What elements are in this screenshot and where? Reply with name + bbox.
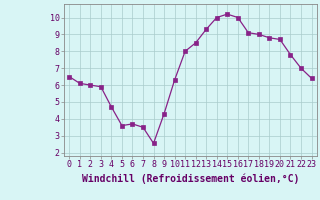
X-axis label: Windchill (Refroidissement éolien,°C): Windchill (Refroidissement éolien,°C) [82, 173, 299, 184]
